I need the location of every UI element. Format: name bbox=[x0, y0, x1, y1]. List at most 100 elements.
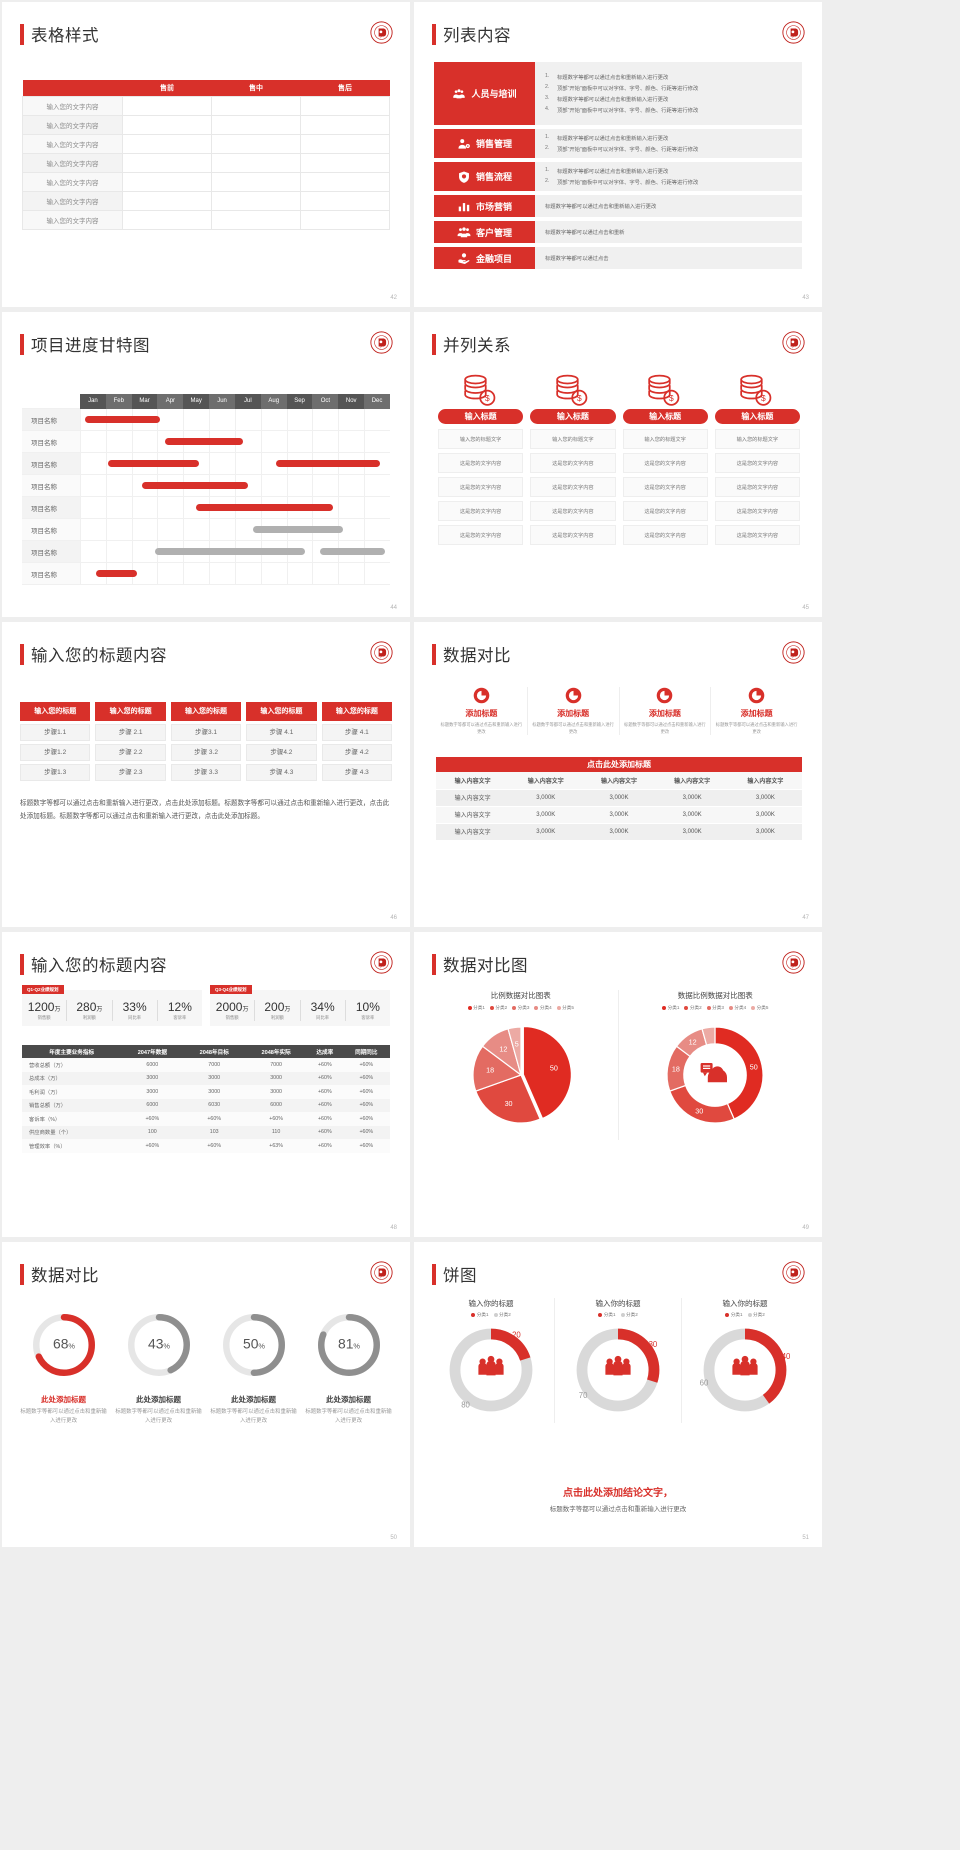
slide-thumbnail-50[interactable]: 数据对比 68% 此处添加标题 标题数字等都可以通过点击和重新输入进行更改 43% 此处… bbox=[2, 1242, 410, 1547]
step-header[interactable]: 输入您的标题 bbox=[246, 702, 317, 721]
parallel-text-box[interactable]: 输入您的标题文字 bbox=[714, 429, 800, 449]
list-item[interactable]: 客户管理 标题数字等都可以通过点击和重新 bbox=[434, 221, 802, 243]
chart-slice[interactable]: 30 bbox=[474, 1074, 541, 1124]
slide-thumbnail-47[interactable]: 数据对比 添加标题 标题数字等都可以通过点击和重新输入进行更改 添加标题 标题数字等都… bbox=[414, 622, 822, 927]
parallel-text-box[interactable]: 这是您的文字内容 bbox=[530, 525, 616, 545]
step-cell[interactable]: 步骤 2.2 bbox=[95, 744, 166, 761]
parallel-text-box[interactable]: 输入您的标题文字 bbox=[438, 429, 524, 449]
parallel-text-box[interactable]: 这是您的文字内容 bbox=[530, 477, 616, 497]
table-cell: 输入内容文字 bbox=[436, 789, 510, 807]
parallel-text-box[interactable]: 这是您的文字内容 bbox=[438, 477, 524, 497]
step-cell[interactable]: 步骤 4.3 bbox=[321, 764, 393, 781]
table-row: 输入您的文字内容 bbox=[22, 95, 390, 116]
step-cell[interactable]: 步骤 4.2 bbox=[321, 744, 393, 761]
parallel-text-box[interactable]: 这是您的文字内容 bbox=[622, 501, 708, 521]
parallel-text-box[interactable]: 这是您的文字内容 bbox=[438, 453, 524, 473]
chart-slice[interactable] bbox=[701, 1026, 716, 1046]
gantt-bar[interactable] bbox=[108, 460, 199, 467]
gantt-bar[interactable] bbox=[85, 416, 161, 423]
slide-thumbnail-51[interactable]: 饼图 输入你的标题 分类1 分类2 20 80 输入你的标题 分类1 分类2 30 70 输入你的标… bbox=[414, 1242, 822, 1547]
step-cell[interactable]: 步骤 3.3 bbox=[170, 764, 242, 781]
table-header-cell: 同期同比 bbox=[342, 1045, 390, 1058]
item-text: 顶部“开始”面板中可以对字体、字号、颜色、行距等进行修改 bbox=[557, 180, 699, 186]
comparison-card[interactable]: 添加标题 标题数字等都可以通过点击和重新输入进行更改 bbox=[526, 687, 619, 735]
slide-thumbnail-45[interactable]: 并列关系 $ 输入标题 输入您的标题文字 这是您的文字内容 这是您的文字内容 这是您的文字… bbox=[414, 312, 822, 617]
chart-slice[interactable]: 18 bbox=[472, 1045, 523, 1092]
step-cell[interactable]: 步骤1.3 bbox=[20, 764, 91, 781]
gantt-bar[interactable] bbox=[142, 482, 248, 489]
step-cell[interactable]: 步骤 3.2 bbox=[170, 744, 242, 761]
brand-logo-icon bbox=[782, 1261, 805, 1284]
parallel-text-box[interactable]: 这是您的文字内容 bbox=[714, 477, 800, 497]
step-cell[interactable]: 步骤 4.3 bbox=[246, 764, 317, 781]
parallel-title-pill[interactable]: 输入标题 bbox=[438, 409, 524, 424]
list-item-label[interactable]: 市场营销 bbox=[434, 195, 535, 217]
list-sub-item: 1. 标题数字等都可以通过点击和重新输入进行更改 bbox=[545, 73, 792, 81]
list-item[interactable]: 市场营销 标题数字等都可以通过点击和重新输入进行更改 bbox=[434, 195, 802, 217]
step-cell[interactable]: 步骤3.1 bbox=[170, 724, 242, 741]
parallel-text-box[interactable]: 输入您的标题文字 bbox=[530, 429, 616, 449]
chart-slice[interactable]: 5 bbox=[507, 1026, 522, 1076]
list-item[interactable]: 金融项目 标题数字等都可以通过点击 bbox=[434, 247, 802, 269]
kpi-value: 34% bbox=[310, 1000, 335, 1014]
parallel-text-box[interactable]: 这是您的文字内容 bbox=[622, 453, 708, 473]
list-item[interactable]: 人员与培训 1. 标题数字等都可以通过点击和重新输入进行更改 2. 顶部“开始”面板… bbox=[434, 62, 802, 125]
step-header[interactable]: 输入您的标题 bbox=[321, 702, 393, 721]
list-item-label[interactable]: 销售流程 bbox=[434, 162, 535, 191]
parallel-title-pill[interactable]: 输入标题 bbox=[622, 409, 708, 424]
step-cell[interactable]: 步骤 4.1 bbox=[321, 724, 393, 741]
slide-thumbnail-48[interactable]: 输入您的标题内容 Q1-Q2业绩规划 1200万 销售额 280万 利润额 33% 同比率 1… bbox=[2, 932, 410, 1237]
list-item-label[interactable]: 人员与培训 bbox=[434, 62, 535, 125]
step-cell[interactable]: 步骤 2.3 bbox=[95, 764, 166, 781]
list-item-label[interactable]: 金融项目 bbox=[434, 247, 535, 269]
step-header[interactable]: 输入您的标题 bbox=[20, 702, 91, 721]
step-cell[interactable]: 步骤4.2 bbox=[246, 744, 317, 761]
parallel-text-box[interactable]: 这是您的文字内容 bbox=[714, 501, 800, 521]
title-accent-bar bbox=[432, 643, 436, 665]
gantt-bar[interactable] bbox=[165, 438, 243, 445]
parallel-text-box[interactable]: 这是您的文字内容 bbox=[530, 501, 616, 521]
parallel-text-box[interactable]: 这是您的文字内容 bbox=[714, 453, 800, 473]
parallel-text-box[interactable]: 这是您的文字内容 bbox=[438, 501, 524, 521]
parallel-text-box[interactable]: 这是您的文字内容 bbox=[622, 525, 708, 545]
step-cell[interactable]: 步骤1.1 bbox=[20, 724, 91, 741]
slide-thumbnail-49[interactable]: 数据对比图 比例数据对比图表 分类1 分类2 分类3 分类4 分类5 50 30 18 12 5… bbox=[414, 932, 822, 1237]
parallel-text-box[interactable]: 这是您的文字内容 bbox=[530, 453, 616, 473]
list-item[interactable]: 销售流程 1. 标题数字等都可以通过点击和重新输入进行更改 2. 顶部“开始”面板中… bbox=[434, 162, 802, 191]
step-cell[interactable]: 步骤 4.1 bbox=[246, 724, 317, 741]
list-item-label[interactable]: 客户管理 bbox=[434, 221, 535, 243]
gantt-cell bbox=[80, 563, 106, 584]
gantt-bar[interactable] bbox=[276, 460, 380, 467]
slide-thumbnail-46[interactable]: 输入您的标题内容 输入您的标题 步骤1.1 步骤1.2 步骤1.3 输入您的标题 步骤 2… bbox=[2, 622, 410, 927]
gantt-cell bbox=[157, 563, 183, 584]
chart-slice[interactable]: 50 bbox=[522, 1025, 572, 1120]
step-header[interactable]: 输入您的标题 bbox=[170, 702, 242, 721]
table-header-cell: 输入内容文字 bbox=[728, 772, 802, 790]
gantt-bar[interactable] bbox=[154, 548, 305, 555]
gantt-bar[interactable] bbox=[95, 570, 137, 577]
gantt-bar[interactable] bbox=[253, 526, 344, 533]
parallel-text-box[interactable]: 这是您的文字内容 bbox=[622, 477, 708, 497]
slide-thumbnail-42[interactable]: 表格样式 售前 售中 售后 输入您的文字内容 输入您的文字内容 输入您的文字内容… bbox=[2, 2, 410, 307]
title-text: 项目进度甘特图 bbox=[31, 337, 150, 355]
list-item-label[interactable]: 销售管理 bbox=[434, 129, 535, 158]
parallel-text-box[interactable]: 这是您的文字内容 bbox=[714, 525, 800, 545]
parallel-text-box[interactable]: 输入您的标题文字 bbox=[622, 429, 708, 449]
comparison-card[interactable]: 添加标题 标题数字等都可以通过点击和重新输入进行更改 bbox=[710, 687, 802, 735]
slide-thumbnail-44[interactable]: 项目进度甘特图 Jan Feb Mar Apr May Jun Jul Aug … bbox=[2, 312, 410, 617]
style-table: 售前 售中 售后 输入您的文字内容 输入您的文字内容 输入您的文字内容 输入您的… bbox=[22, 80, 390, 230]
parallel-text-box[interactable]: 这是您的文字内容 bbox=[438, 525, 524, 545]
comparison-card[interactable]: 添加标题 标题数字等都可以通过点击和重新输入进行更改 bbox=[436, 687, 527, 735]
parallel-title-pill[interactable]: 输入标题 bbox=[530, 409, 616, 424]
step-cell[interactable]: 步骤 2.1 bbox=[95, 724, 166, 741]
parallel-title-pill[interactable]: 输入标题 bbox=[714, 409, 800, 424]
step-header[interactable]: 输入您的标题 bbox=[95, 702, 166, 721]
chart-slice[interactable]: 30 bbox=[669, 1084, 736, 1124]
slide-thumbnail-43[interactable]: 列表内容 人员与培训 1. 标题数字等都可以通过点击和重新输入进行更改 2. 顶部“… bbox=[414, 2, 822, 307]
comparison-card[interactable]: 添加标题 标题数字等都可以通过点击和重新输入进行更改 bbox=[618, 687, 711, 735]
page-title: 表格样式 bbox=[20, 22, 99, 46]
step-cell[interactable]: 步骤1.2 bbox=[20, 744, 91, 761]
gantt-bar[interactable] bbox=[196, 504, 334, 511]
list-item[interactable]: 销售管理 1. 标题数字等都可以通过点击和重新输入进行更改 2. 顶部“开始”面板中… bbox=[434, 129, 802, 158]
gantt-bar[interactable] bbox=[320, 548, 385, 555]
